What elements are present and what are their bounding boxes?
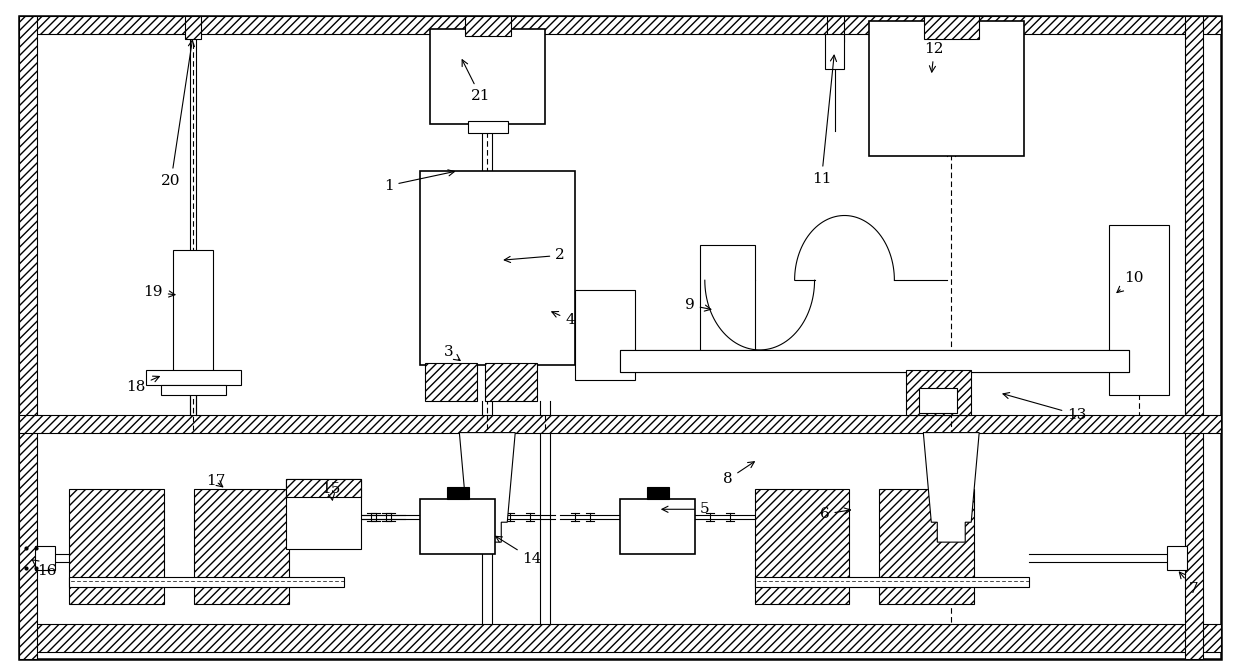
Bar	[1109, 226, 1169, 395]
Text: 9: 9	[684, 298, 711, 312]
Bar	[755, 577, 1029, 587]
Bar	[1184, 16, 1203, 659]
Text: 7: 7	[1179, 572, 1199, 596]
Text: 8: 8	[723, 462, 754, 486]
Bar	[69, 489, 164, 604]
Bar	[285, 480, 361, 549]
Text: 5: 5	[662, 502, 709, 517]
PathPatch shape	[924, 433, 980, 542]
Text: 4: 4	[552, 312, 575, 327]
Text: 13: 13	[1003, 393, 1086, 421]
Bar	[620, 499, 694, 554]
Bar	[647, 487, 668, 499]
Bar	[20, 624, 1220, 652]
Text: 18: 18	[126, 376, 160, 394]
Bar	[174, 251, 213, 390]
Text: 20: 20	[161, 40, 195, 188]
Bar	[906, 370, 971, 415]
Bar	[755, 489, 849, 604]
Text: 15: 15	[321, 482, 340, 500]
Text: 10: 10	[1117, 271, 1143, 293]
Text: 2: 2	[505, 249, 565, 263]
Text: 1: 1	[383, 170, 454, 192]
Bar	[420, 171, 575, 365]
Bar	[161, 385, 226, 395]
Bar	[285, 480, 361, 497]
Bar	[185, 16, 201, 40]
Bar	[448, 487, 469, 499]
Text: 16: 16	[32, 559, 57, 578]
Bar	[575, 290, 635, 380]
Text: 21: 21	[463, 60, 490, 103]
Bar	[699, 245, 755, 360]
Bar	[465, 16, 511, 36]
Bar	[20, 16, 37, 659]
Bar	[620, 350, 1128, 372]
Text: 6: 6	[820, 507, 851, 521]
Text: 17: 17	[206, 474, 226, 488]
Text: 14: 14	[496, 536, 542, 566]
Bar	[146, 370, 241, 385]
Bar	[20, 16, 1220, 34]
Text: 3: 3	[444, 345, 460, 360]
Bar	[469, 121, 508, 133]
Bar	[919, 388, 957, 413]
PathPatch shape	[459, 433, 516, 542]
Bar	[430, 29, 546, 124]
Bar	[924, 16, 980, 40]
Bar	[825, 34, 844, 69]
Bar	[620, 350, 1128, 372]
Bar	[425, 363, 477, 401]
Bar	[869, 21, 1024, 155]
Bar	[879, 489, 975, 604]
Text: 11: 11	[812, 55, 837, 186]
Bar	[827, 16, 844, 42]
Bar	[193, 489, 289, 604]
Bar	[37, 34, 1203, 415]
Text: 12: 12	[925, 42, 944, 72]
Bar	[20, 415, 1220, 433]
Bar	[37, 433, 1203, 624]
Bar	[1167, 546, 1187, 570]
Bar	[69, 577, 343, 587]
Bar	[485, 363, 537, 401]
Bar	[35, 546, 56, 570]
Bar	[420, 499, 495, 554]
Text: 19: 19	[144, 285, 175, 299]
